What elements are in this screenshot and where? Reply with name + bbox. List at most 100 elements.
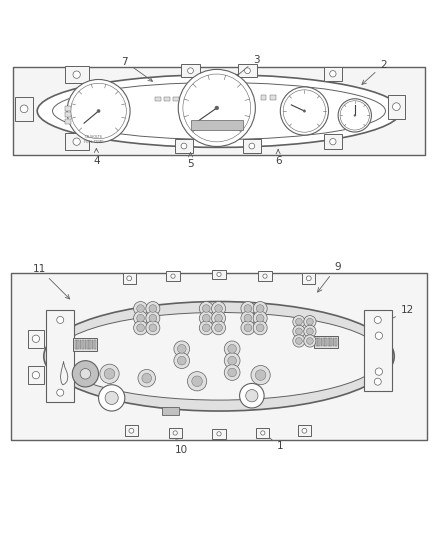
Circle shape bbox=[199, 321, 213, 335]
Circle shape bbox=[217, 272, 221, 277]
Circle shape bbox=[293, 335, 305, 347]
Bar bbox=[166, 271, 180, 281]
Text: 11: 11 bbox=[33, 264, 70, 299]
Circle shape bbox=[215, 305, 223, 312]
Circle shape bbox=[20, 105, 28, 112]
Circle shape bbox=[146, 311, 160, 325]
Circle shape bbox=[256, 305, 264, 312]
Bar bbox=[175, 140, 193, 152]
Circle shape bbox=[249, 143, 255, 149]
Circle shape bbox=[212, 302, 226, 316]
Bar bbox=[364, 310, 392, 391]
Circle shape bbox=[202, 305, 210, 312]
Circle shape bbox=[303, 110, 306, 112]
Circle shape bbox=[293, 325, 305, 337]
Circle shape bbox=[338, 99, 371, 132]
Circle shape bbox=[183, 74, 251, 142]
Circle shape bbox=[177, 344, 186, 353]
Circle shape bbox=[178, 69, 255, 147]
Circle shape bbox=[354, 115, 356, 116]
Bar bbox=[80, 340, 81, 349]
Circle shape bbox=[283, 90, 325, 132]
Circle shape bbox=[149, 305, 157, 312]
Circle shape bbox=[375, 368, 382, 375]
Bar bbox=[258, 271, 272, 281]
Circle shape bbox=[340, 101, 369, 130]
Circle shape bbox=[146, 321, 160, 335]
Text: 12: 12 bbox=[382, 305, 414, 324]
Circle shape bbox=[174, 353, 190, 368]
Text: 5: 5 bbox=[187, 152, 194, 168]
Circle shape bbox=[212, 311, 226, 325]
Circle shape bbox=[253, 311, 267, 325]
Bar bbox=[15, 97, 33, 121]
Text: 6: 6 bbox=[275, 150, 282, 166]
Bar bbox=[371, 362, 387, 381]
Bar bbox=[316, 337, 318, 346]
Bar bbox=[371, 327, 387, 345]
Bar bbox=[302, 273, 315, 284]
Circle shape bbox=[302, 429, 307, 433]
Bar bbox=[328, 337, 329, 346]
Bar bbox=[261, 95, 266, 100]
Bar bbox=[46, 310, 74, 402]
Bar bbox=[324, 134, 342, 149]
Bar bbox=[94, 340, 96, 349]
Bar bbox=[74, 338, 97, 351]
Bar bbox=[65, 106, 71, 110]
Circle shape bbox=[138, 369, 155, 387]
Ellipse shape bbox=[44, 302, 394, 411]
Circle shape bbox=[149, 324, 157, 332]
Circle shape bbox=[224, 341, 240, 357]
Bar bbox=[388, 94, 405, 119]
Circle shape bbox=[304, 316, 316, 328]
Circle shape bbox=[215, 324, 223, 332]
Circle shape bbox=[244, 68, 251, 74]
Circle shape bbox=[177, 357, 186, 365]
Bar bbox=[164, 96, 170, 101]
Bar bbox=[238, 64, 257, 77]
Bar bbox=[64, 66, 88, 83]
Circle shape bbox=[129, 429, 134, 433]
Circle shape bbox=[256, 324, 264, 332]
Circle shape bbox=[374, 317, 381, 324]
Bar bbox=[123, 273, 136, 284]
Circle shape bbox=[241, 311, 255, 325]
Bar bbox=[169, 428, 182, 438]
Circle shape bbox=[296, 318, 302, 325]
Circle shape bbox=[374, 378, 381, 385]
Bar bbox=[89, 340, 91, 349]
Circle shape bbox=[217, 432, 221, 436]
Circle shape bbox=[71, 83, 126, 139]
Circle shape bbox=[253, 321, 267, 335]
Circle shape bbox=[57, 317, 64, 324]
Bar bbox=[212, 270, 226, 279]
Bar bbox=[318, 337, 320, 346]
Circle shape bbox=[181, 143, 187, 149]
Circle shape bbox=[134, 321, 148, 335]
Circle shape bbox=[202, 324, 210, 332]
Circle shape bbox=[142, 374, 152, 383]
Text: OIL/VOLTS
FUEL TEMP: OIL/VOLTS FUEL TEMP bbox=[85, 135, 104, 144]
Bar bbox=[324, 67, 342, 81]
Bar bbox=[64, 133, 88, 150]
Bar bbox=[125, 425, 138, 436]
Bar bbox=[325, 337, 327, 346]
Circle shape bbox=[146, 302, 160, 316]
Circle shape bbox=[241, 302, 255, 316]
Circle shape bbox=[134, 302, 148, 316]
Circle shape bbox=[134, 311, 148, 325]
Text: 7: 7 bbox=[121, 56, 152, 81]
Bar bbox=[181, 64, 200, 77]
Circle shape bbox=[253, 302, 267, 316]
Circle shape bbox=[57, 389, 64, 396]
Circle shape bbox=[137, 314, 145, 322]
Circle shape bbox=[330, 70, 336, 77]
Circle shape bbox=[97, 109, 100, 112]
Circle shape bbox=[261, 431, 265, 435]
Circle shape bbox=[199, 302, 213, 316]
Ellipse shape bbox=[55, 312, 383, 400]
Bar bbox=[173, 96, 179, 101]
Circle shape bbox=[251, 366, 270, 385]
Circle shape bbox=[187, 68, 194, 74]
